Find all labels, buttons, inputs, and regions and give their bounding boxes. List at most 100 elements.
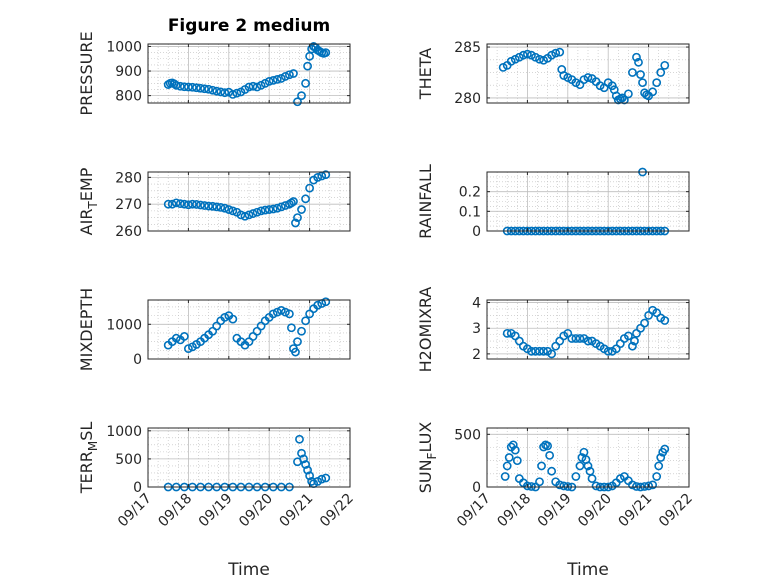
data-point (188, 199, 197, 209)
data-point (299, 454, 308, 464)
data-point (289, 69, 298, 78)
data-point (196, 83, 205, 93)
data-point (228, 206, 238, 216)
data-point (200, 84, 209, 94)
y-axis-label: MIXDEPTH (77, 288, 96, 371)
data-point (583, 461, 593, 471)
data-point (268, 204, 278, 214)
data-point (303, 61, 312, 71)
data-point (500, 472, 510, 481)
y-tick-label: 280 (115, 170, 142, 186)
y-axis-label: PRESSURE (77, 31, 96, 115)
subplot-4: 0 0.1 0.2 RAINFALL (416, 164, 690, 240)
data-point (619, 95, 629, 105)
subplot-8: 0 500 SUNFLUX 09/17 09/18 09/19 09/20 09/21 09/2… (416, 422, 696, 580)
data-point (660, 444, 670, 454)
y-axis-label: SUNFLUX (416, 422, 439, 494)
data-point (640, 318, 649, 328)
y-tick-label: 1000 (106, 39, 142, 55)
data-point (638, 78, 647, 88)
data-point (523, 49, 532, 59)
data-point (248, 81, 258, 91)
data-point (632, 482, 641, 491)
data-point (652, 472, 662, 481)
x-axis-label: Time (566, 560, 609, 580)
data-point (297, 448, 306, 458)
data-point (212, 86, 222, 96)
data-point (297, 326, 306, 336)
data-point (317, 474, 327, 484)
data-point (284, 70, 294, 80)
data-point (284, 309, 294, 319)
data-point (660, 316, 670, 325)
data-point (293, 213, 302, 222)
data-point (264, 76, 274, 86)
data-point (291, 347, 300, 357)
data-point (232, 88, 242, 98)
data-point (583, 336, 593, 346)
data-point (171, 80, 181, 90)
x-axis-label: Time (227, 560, 270, 580)
y-axis-label: H2OMIXRA (416, 287, 435, 373)
data-point (216, 202, 226, 212)
subplot-5: 0 1000 MIXDEPTH (77, 288, 351, 371)
data-point (504, 453, 514, 462)
data-point (587, 474, 597, 483)
y-tick-label: 285 (454, 40, 481, 56)
data-point (571, 334, 581, 343)
data-point (272, 307, 282, 317)
y-tick-label: 1000 (106, 317, 142, 333)
data-point (523, 481, 532, 491)
data-point (547, 349, 557, 359)
data-point (248, 209, 258, 218)
axes-frame (147, 171, 351, 232)
data-point (303, 465, 312, 475)
data-point (624, 89, 633, 99)
x-tick-label: 09/17 (454, 491, 494, 531)
data-point (531, 346, 540, 356)
data-point (175, 199, 185, 209)
data-point (183, 344, 193, 353)
data-point (583, 73, 593, 82)
data-point (276, 306, 286, 315)
axes-frame (486, 299, 690, 360)
data-point (502, 328, 512, 338)
data-point (268, 309, 278, 319)
data-point (313, 300, 323, 310)
data-point (652, 78, 662, 88)
data-point (280, 72, 290, 81)
x-tick-label: 09/18 (494, 491, 534, 531)
data-point (628, 341, 637, 351)
data-point (252, 207, 262, 217)
data-point (307, 44, 317, 54)
data-point (321, 48, 331, 58)
y-tick-label: 0 (133, 352, 142, 368)
data-point (630, 336, 639, 346)
data-point (264, 205, 274, 214)
data-point (313, 172, 323, 182)
data-point (256, 206, 266, 216)
data-point (535, 54, 544, 64)
subplot-3: 260 270 280 AIRTEMP (77, 167, 351, 240)
data-point (301, 460, 310, 469)
data-point (321, 473, 331, 483)
data-point (656, 68, 666, 77)
subplot-1: 800 900 1000 PRESSURE Figure 2 medium (77, 16, 351, 116)
y-tick-label: 270 (115, 197, 142, 213)
data-point (204, 84, 213, 94)
data-point (188, 82, 197, 92)
axes-frame (486, 427, 690, 488)
data-point (220, 312, 230, 322)
y-axis-label: RAINFALL (416, 164, 435, 239)
y-tick-label: 3 (472, 321, 481, 337)
data-point (660, 60, 670, 70)
data-point (567, 334, 577, 343)
y-tick-label: 800 (115, 89, 142, 105)
data-point (179, 82, 189, 92)
data-point (656, 453, 666, 462)
data-point (307, 476, 317, 486)
y-tick-label: 0 (133, 480, 142, 496)
data-point (510, 445, 520, 455)
data-point (289, 197, 298, 206)
